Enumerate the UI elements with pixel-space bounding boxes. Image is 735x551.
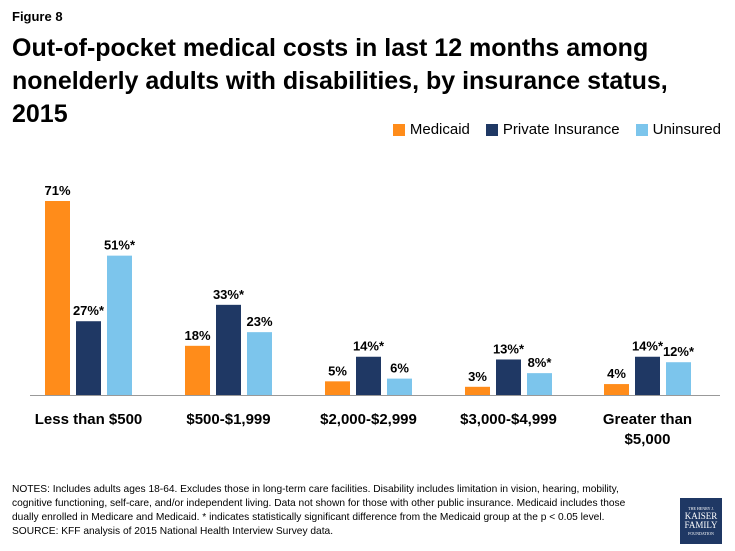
bar-uninsured-2-000-2-999 <box>387 378 412 395</box>
bar-medicaid-2-000-2-999 <box>325 381 350 395</box>
data-label-medicaid-500-1-999: 18% <box>184 328 210 343</box>
legend-swatch-uninsured <box>635 123 648 136</box>
data-label-uninsured-2-000-2-999: 6% <box>390 361 409 376</box>
data-label-medicaid-greater-than-5-000: 4% <box>607 366 626 381</box>
category-label-3-000-4-999: $3,000-$4,999 <box>460 411 557 428</box>
bar-private-insurance-greater-than-5-000 <box>635 356 660 395</box>
category-label-greater-than-5-000: Greater than $5,000 <box>603 411 692 448</box>
bar-uninsured-3-000-4-999 <box>527 373 552 395</box>
legend-swatch-private-insurance <box>485 123 498 136</box>
logo-line-4: FOUNDATION <box>688 530 714 536</box>
bar-uninsured-less-than-500 <box>107 255 132 395</box>
legend-item-medicaid: Medicaid <box>392 121 470 138</box>
data-label-uninsured-3-000-4-999: 8%* <box>528 355 553 370</box>
data-label-private-insurance-less-than-500: 27%* <box>73 303 105 318</box>
bar-medicaid-3-000-4-999 <box>465 386 490 395</box>
kff-logo: THE HENRY J. KAISER FAMILY FOUNDATION <box>680 498 722 544</box>
logo-line-1: THE HENRY J. <box>688 505 714 511</box>
data-label-uninsured-500-1-999: 23% <box>246 314 272 329</box>
bar-medicaid-less-than-500 <box>45 201 70 395</box>
data-label-private-insurance-greater-than-5-000: 14%* <box>632 339 664 354</box>
category-label-2-000-2-999: $2,000-$2,999 <box>320 411 417 428</box>
legend-label-uninsured: Uninsured <box>652 121 721 138</box>
data-label-private-insurance-2-000-2-999: 14%* <box>353 339 385 354</box>
data-label-medicaid-less-than-500: 71% <box>44 183 70 198</box>
legend-label-medicaid: Medicaid <box>409 121 470 138</box>
bar-medicaid-500-1-999 <box>185 345 210 395</box>
legend-item-private-insurance: Private Insurance <box>485 121 620 138</box>
bar-private-insurance-2-000-2-999 <box>356 356 381 395</box>
data-label-uninsured-less-than-500: 51%* <box>104 238 136 253</box>
bar-uninsured-500-1-999 <box>247 332 272 395</box>
data-label-medicaid-3-000-4-999: 3% <box>468 369 487 384</box>
legend-swatch-medicaid <box>392 123 405 136</box>
notes-text: NOTES: Includes adults ages 18-64. Exclu… <box>12 484 626 537</box>
data-label-private-insurance-3-000-4-999: 13%* <box>493 341 525 356</box>
chart-title: Out-of-pocket medical costs in last 12 m… <box>12 34 668 128</box>
data-label-medicaid-2-000-2-999: 5% <box>328 363 347 378</box>
bar-private-insurance-500-1-999 <box>216 304 241 395</box>
category-label-less-than-500: Less than $500 <box>35 411 143 428</box>
legend-item-uninsured: Uninsured <box>635 121 721 138</box>
bar-uninsured-greater-than-5-000 <box>666 362 691 395</box>
bar-private-insurance-less-than-500 <box>76 321 101 395</box>
legend: Medicaid Private Insurance Uninsured <box>377 121 721 138</box>
logo-line-2: KAISER <box>684 510 718 521</box>
data-label-uninsured-greater-than-5-000: 12%* <box>663 344 695 359</box>
data-label-private-insurance-500-1-999: 33%* <box>213 287 245 302</box>
bar-medicaid-greater-than-5-000 <box>604 384 629 395</box>
figure-label: Figure 8 <box>12 9 63 24</box>
legend-label-private-insurance: Private Insurance <box>502 121 620 138</box>
bar-chart: 71% 27%* 51%* Less than $500 18% 33%*23% $500-… <box>30 183 720 448</box>
category-label-500-1-999: $500-$1,999 <box>186 411 270 428</box>
logo-line-3: FAMILY <box>684 519 718 530</box>
bar-private-insurance-3-000-4-999 <box>496 359 521 395</box>
